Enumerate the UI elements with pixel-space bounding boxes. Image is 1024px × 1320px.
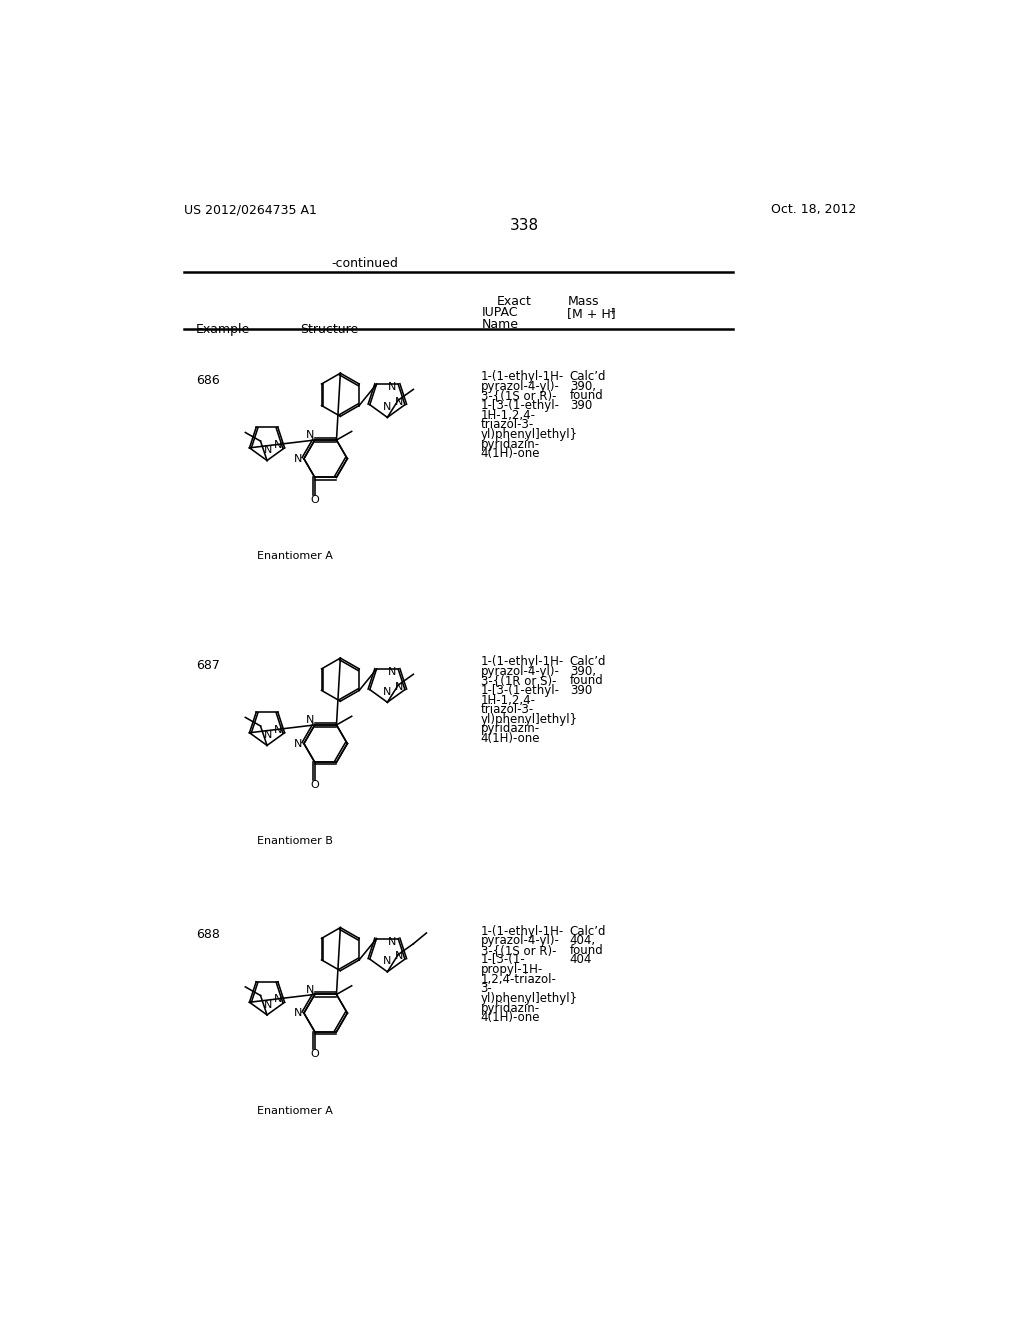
Text: N: N [274, 725, 283, 735]
Text: O: O [310, 780, 319, 789]
Text: Enantiomer A: Enantiomer A [257, 552, 333, 561]
Text: yl)phenyl]ethyl}: yl)phenyl]ethyl} [480, 713, 578, 726]
Text: pyridazin-: pyridazin- [480, 722, 540, 735]
Text: pyrazol-4-yl)-: pyrazol-4-yl)- [480, 665, 559, 677]
Text: 1-[3-(1-ethyl-: 1-[3-(1-ethyl- [480, 399, 560, 412]
Text: N: N [294, 1008, 302, 1018]
Text: N: N [388, 383, 396, 392]
Text: found: found [569, 389, 603, 403]
Text: Oct. 18, 2012: Oct. 18, 2012 [771, 203, 856, 216]
Text: propyl-1H-: propyl-1H- [480, 964, 543, 975]
Text: 3-: 3- [480, 982, 493, 995]
Text: Enantiomer B: Enantiomer B [257, 836, 333, 846]
Text: 1-[3-(1-: 1-[3-(1- [480, 953, 525, 966]
Text: [M + H]: [M + H] [567, 308, 616, 319]
Text: triazol-3-: triazol-3- [480, 704, 534, 717]
Text: 3-{(1S or R)-: 3-{(1S or R)- [480, 389, 556, 403]
Text: N: N [388, 937, 396, 946]
Text: N: N [383, 403, 391, 412]
Text: Enantiomer A: Enantiomer A [257, 1106, 333, 1115]
Text: 390: 390 [569, 399, 592, 412]
Text: 687: 687 [197, 659, 220, 672]
Text: 3-{(1R or S)-: 3-{(1R or S)- [480, 675, 556, 688]
Text: 390: 390 [569, 684, 592, 697]
Text: found: found [569, 944, 603, 957]
Text: N: N [263, 730, 272, 741]
Text: 688: 688 [197, 928, 220, 941]
Text: Name: Name [481, 318, 518, 331]
Text: O: O [310, 1049, 319, 1060]
Text: 390,: 390, [569, 380, 596, 393]
Text: Structure: Structure [300, 323, 358, 337]
Text: N: N [383, 686, 391, 697]
Text: N: N [306, 985, 314, 995]
Text: pyrazol-4-yl)-: pyrazol-4-yl)- [480, 380, 559, 393]
Text: 404,: 404, [569, 935, 596, 948]
Text: -continued: -continued [331, 257, 397, 271]
Text: 3-{(1S or R)-: 3-{(1S or R)- [480, 944, 556, 957]
Text: N: N [394, 950, 402, 961]
Text: N: N [383, 957, 391, 966]
Text: 1H-1,2,4-: 1H-1,2,4- [480, 693, 536, 706]
Text: IUPAC: IUPAC [481, 306, 518, 319]
Text: N: N [263, 999, 272, 1010]
Text: Mass: Mass [567, 294, 599, 308]
Text: 4(1H)-one: 4(1H)-one [480, 447, 540, 461]
Text: 4(1H)-one: 4(1H)-one [480, 733, 540, 744]
Text: 1-(1-ethyl-1H-: 1-(1-ethyl-1H- [480, 924, 564, 937]
Text: +: + [608, 308, 615, 315]
Text: 404: 404 [569, 953, 592, 966]
Text: 338: 338 [510, 218, 540, 234]
Text: found: found [569, 675, 603, 688]
Text: yl)phenyl]ethyl}: yl)phenyl]ethyl} [480, 991, 578, 1005]
Text: 4(1H)-one: 4(1H)-one [480, 1011, 540, 1024]
Text: US 2012/0264735 A1: US 2012/0264735 A1 [183, 203, 316, 216]
Text: pyrazol-4-yl)-: pyrazol-4-yl)- [480, 935, 559, 948]
Text: Example: Example [197, 323, 251, 337]
Text: N: N [306, 715, 314, 725]
Text: N: N [394, 396, 402, 407]
Text: Calc’d: Calc’d [569, 655, 606, 668]
Text: N: N [394, 681, 402, 692]
Text: N: N [294, 454, 302, 463]
Text: Exact: Exact [497, 294, 531, 308]
Text: N: N [274, 440, 283, 450]
Text: 390,: 390, [569, 665, 596, 677]
Text: triazol-3-: triazol-3- [480, 418, 534, 432]
Text: yl)phenyl]ethyl}: yl)phenyl]ethyl} [480, 428, 578, 441]
Text: 1H-1,2,4-: 1H-1,2,4- [480, 409, 536, 421]
Text: pyridazin-: pyridazin- [480, 437, 540, 450]
Text: N: N [306, 430, 314, 441]
Text: pyridazin-: pyridazin- [480, 1002, 540, 1015]
Text: Calc’d: Calc’d [569, 370, 606, 383]
Text: N: N [294, 739, 302, 748]
Text: N: N [263, 445, 272, 455]
Text: 1-(1-ethyl-1H-: 1-(1-ethyl-1H- [480, 370, 564, 383]
Text: 1-(1-ethyl-1H-: 1-(1-ethyl-1H- [480, 655, 564, 668]
Text: 1,2,4-triazol-: 1,2,4-triazol- [480, 973, 556, 986]
Text: 1-[3-(1-ethyl-: 1-[3-(1-ethyl- [480, 684, 560, 697]
Text: 686: 686 [197, 374, 220, 387]
Text: O: O [310, 495, 319, 506]
Text: Calc’d: Calc’d [569, 924, 606, 937]
Text: N: N [274, 994, 283, 1005]
Text: N: N [388, 667, 396, 677]
